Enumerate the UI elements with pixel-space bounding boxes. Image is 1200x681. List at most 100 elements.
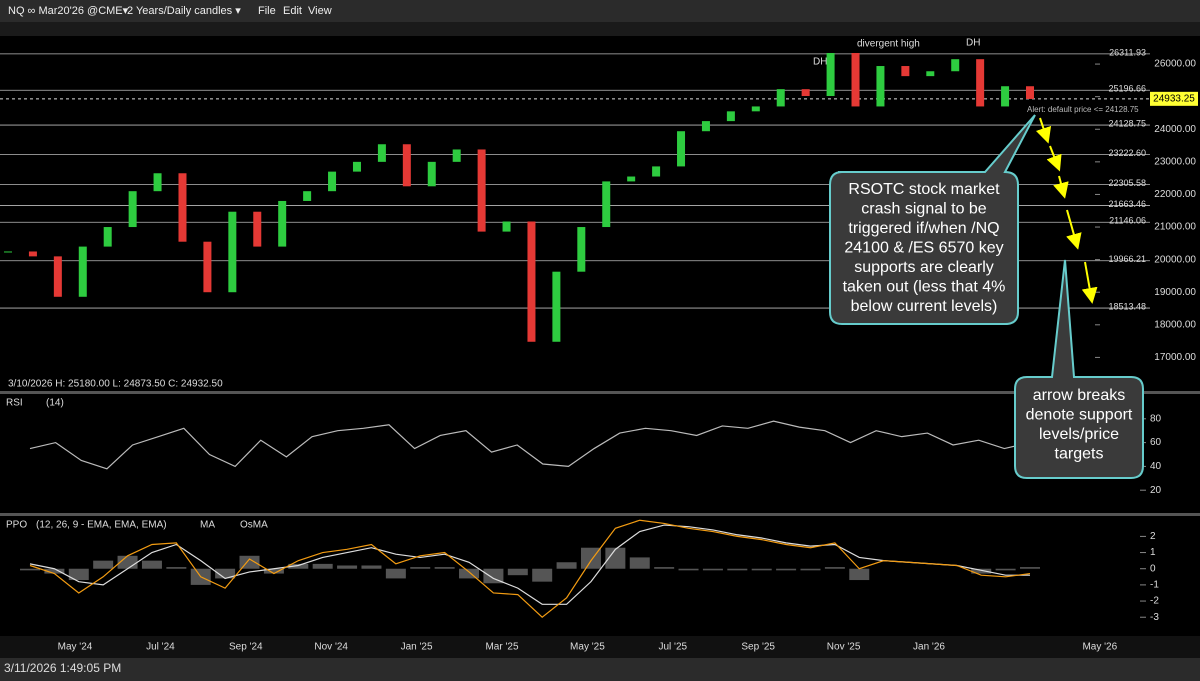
candle xyxy=(402,144,411,187)
ppo-params: (12, 26, 9 - EMA, EMA, EMA) xyxy=(36,520,167,531)
osma-bar xyxy=(629,557,650,569)
menu-file[interactable]: File xyxy=(258,5,276,17)
candle xyxy=(527,221,536,342)
level-label: 25196.66 xyxy=(1108,84,1146,94)
candle xyxy=(78,246,87,297)
y-tick-label: -2 xyxy=(1150,596,1159,607)
osma-bar xyxy=(410,567,431,569)
osma-bar xyxy=(605,547,626,569)
annotation: DH xyxy=(966,38,980,49)
candle xyxy=(677,131,686,167)
candle xyxy=(726,111,735,122)
osma-bar xyxy=(68,568,89,581)
osma-bar xyxy=(20,568,40,571)
y-tick-label: -1 xyxy=(1150,580,1159,591)
candle xyxy=(377,144,386,162)
osma-bar xyxy=(849,568,870,581)
candle xyxy=(502,221,511,232)
candle xyxy=(652,166,661,177)
osma-bar xyxy=(507,568,528,576)
candle xyxy=(278,200,287,247)
rsi-line xyxy=(29,420,1031,470)
x-tick-label: Sep '25 xyxy=(741,642,775,653)
icon-bar xyxy=(0,22,1200,36)
x-tick-label: Sep '24 xyxy=(229,642,263,653)
menu-view[interactable]: View xyxy=(308,5,332,17)
candle xyxy=(178,173,187,242)
arrow xyxy=(1046,145,1062,172)
osma-bar xyxy=(1020,567,1040,569)
osma-bar xyxy=(459,568,480,579)
y-tick-label: 21000.00 xyxy=(1154,222,1196,233)
candle xyxy=(1001,86,1010,107)
candle xyxy=(976,59,985,107)
callout-text: below current levels) xyxy=(851,298,998,315)
x-tick-label: Jan '26 xyxy=(913,642,945,653)
y-tick-label: 40 xyxy=(1150,461,1162,472)
panel-divider xyxy=(0,513,1200,516)
menu-edit[interactable]: Edit xyxy=(283,5,302,17)
candle xyxy=(776,89,785,107)
candle xyxy=(751,106,760,112)
level-label: 23222.60 xyxy=(1108,148,1146,158)
candle xyxy=(303,191,312,201)
y-tick-label: 0 xyxy=(1150,563,1156,574)
callout-text: crash signal to be xyxy=(861,201,987,218)
osma-bar xyxy=(141,560,162,569)
osma-bar xyxy=(776,568,797,571)
y-tick-label: 26000.00 xyxy=(1154,59,1196,70)
candle xyxy=(452,149,461,162)
osma-bar xyxy=(385,568,406,579)
y-tick-label: 60 xyxy=(1150,437,1162,448)
y-tick-label: 1 xyxy=(1150,547,1156,558)
level-label: 21146.06 xyxy=(1109,216,1146,226)
callout-text: targets xyxy=(1055,446,1104,463)
osma-bar xyxy=(93,560,114,569)
candle xyxy=(701,121,710,132)
timeframe[interactable]: 2 Years/Daily candles ▾ xyxy=(127,5,241,17)
x-tick-label: Nov '24 xyxy=(314,642,348,653)
ppo-line xyxy=(29,519,1031,619)
rsi-title: RSI xyxy=(6,398,23,409)
candle xyxy=(128,191,137,228)
candle xyxy=(851,52,860,107)
candle xyxy=(1026,86,1034,99)
y-tick-label: 18000.00 xyxy=(1154,319,1196,330)
candle xyxy=(103,227,112,247)
candle xyxy=(602,181,611,228)
callout-text: RSOTC stock market xyxy=(848,181,1000,198)
x-tick-label: Jan '25 xyxy=(401,642,433,653)
osma-bar xyxy=(288,563,309,569)
callout-text: levels/price xyxy=(1039,426,1119,443)
y-tick-label: -3 xyxy=(1150,612,1159,623)
x-tick-label: Nov '25 xyxy=(827,642,861,653)
alert: Alert: default price <= 24128.75 xyxy=(1027,105,1139,114)
candle xyxy=(552,271,561,342)
osma-bar xyxy=(971,568,992,574)
candle xyxy=(826,52,835,97)
osma-bar xyxy=(483,568,504,584)
y-tick-label: 19000.00 xyxy=(1154,287,1196,298)
ppo-ma: MA xyxy=(200,520,215,531)
symbol[interactable]: NQ ∞ Mar20'26 @CME▾ xyxy=(8,5,129,17)
y-tick-label: 17000.00 xyxy=(1154,352,1196,363)
osma-bar xyxy=(44,568,65,574)
candle xyxy=(876,66,885,107)
arrow xyxy=(1066,209,1082,250)
osma-bar xyxy=(702,568,723,571)
candle xyxy=(926,71,935,77)
osma-bar xyxy=(263,568,284,574)
candle xyxy=(427,161,436,187)
osma-bar xyxy=(727,568,748,571)
current-price-tag xyxy=(1150,91,1198,106)
candle xyxy=(627,176,636,182)
osma-bar xyxy=(654,567,675,569)
level-label: 22305.58 xyxy=(1108,178,1146,188)
osma-bar xyxy=(800,568,821,571)
arrow xyxy=(1081,261,1098,304)
callout-text: arrow breaks xyxy=(1033,387,1125,404)
arrows xyxy=(1035,117,1098,304)
level-label: 26311.93 xyxy=(1109,47,1146,57)
level-label: 24128.75 xyxy=(1108,118,1146,128)
